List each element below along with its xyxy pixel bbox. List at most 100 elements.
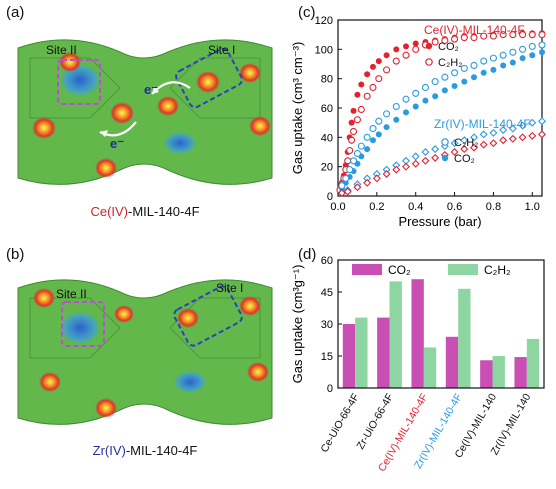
data-point-c — [412, 45, 420, 53]
data-point-c — [375, 117, 383, 125]
y-tick-label-d: 60 — [321, 255, 333, 267]
x-tick-label-c: 0.6 — [447, 201, 462, 213]
data-point-c — [353, 183, 362, 192]
data-point-c — [357, 142, 365, 150]
data-point-c — [441, 73, 449, 81]
data-point-c — [500, 62, 507, 69]
data-point-c — [353, 116, 361, 124]
plot-frame-d — [337, 259, 545, 389]
data-point-c — [363, 92, 371, 100]
site-ii-label-a: Site II — [46, 43, 77, 57]
data-point-c — [529, 52, 536, 59]
data-point-c — [382, 170, 391, 178]
data-point-c — [460, 136, 469, 145]
data-point-c — [538, 130, 546, 139]
site-i-box-b — [173, 285, 243, 347]
y-tick-label-d: 45 — [321, 287, 333, 299]
data-point-c — [348, 136, 356, 144]
legend-label-c2h2: C₂H₂ — [484, 263, 511, 277]
legend-swatch-c2h2 — [448, 264, 478, 275]
legend-marker-ce-co2 — [425, 42, 433, 50]
bar-co2 — [514, 357, 527, 388]
data-point-c — [421, 148, 430, 156]
data-point-c — [489, 128, 498, 137]
uptake-bar-chart: Ce-UiO-66-4FZr-UiO-66-4FCe(IV)-MIL-140-4… — [290, 255, 545, 474]
data-point-c — [528, 42, 536, 50]
data-point-c — [412, 89, 420, 97]
legend-entry-ce-c2h2: C₂H₂ — [438, 57, 462, 69]
data-point-c — [363, 178, 372, 187]
data-point-c — [421, 156, 430, 165]
x-tick-label-c: 0.8 — [486, 201, 501, 213]
legend-title-zr: Zr(IV)-MIL-140-4F — [434, 117, 531, 131]
bar-c2h2 — [526, 338, 540, 388]
data-point-c — [363, 133, 371, 141]
legend-marker-ce-c2h2 — [425, 58, 433, 66]
data-point-c — [346, 166, 354, 174]
y-tick-label-c: 60 — [321, 103, 333, 115]
data-point-c — [499, 126, 508, 134]
pore-surface-b: Site II Site I — [17, 279, 273, 425]
legend-entry-zr-c2h2: C₂H₂ — [454, 137, 478, 149]
data-point-c — [451, 83, 458, 89]
site-ii-label-b: Site II — [56, 287, 87, 301]
site-ii-box-a — [57, 59, 101, 105]
data-point-c — [470, 133, 478, 142]
data-point-c — [412, 40, 419, 47]
data-point-c — [450, 139, 459, 148]
data-point-c — [499, 51, 507, 59]
data-point-c — [402, 156, 410, 165]
data-point-c — [518, 121, 527, 130]
data-point-c — [489, 32, 497, 40]
data-point-c — [411, 159, 420, 168]
y-tick-label-d: 30 — [321, 319, 333, 331]
data-point-c — [350, 107, 357, 114]
data-point-c — [411, 152, 420, 161]
site-i-box-a — [175, 47, 243, 109]
data-point-c — [412, 103, 419, 110]
data-point-c — [450, 148, 459, 156]
data-point-c — [343, 187, 352, 196]
pore-surface-a: Site II Site I e⁻ e⁻ — [17, 39, 273, 185]
caption-a-metal: Ce(IV) — [90, 204, 129, 219]
y-tick-label-c: 80 — [321, 74, 333, 86]
data-point-c — [451, 35, 459, 43]
bar-c2h2 — [458, 288, 471, 388]
data-point-c — [364, 146, 371, 153]
data-point-c — [441, 36, 449, 45]
data-point-c — [480, 32, 488, 40]
data-point-c — [470, 143, 478, 152]
data-point-c — [509, 59, 516, 66]
data-point-c — [499, 136, 508, 145]
data-point-c — [518, 133, 527, 142]
y-tick-label-c: 40 — [321, 132, 333, 144]
legend-entry-ce-co2: CO₂ — [438, 41, 459, 53]
bar-co2 — [480, 360, 493, 388]
data-point-c — [383, 66, 391, 74]
data-point-c — [357, 105, 365, 114]
data-point-c — [489, 139, 498, 148]
data-point-c — [348, 119, 355, 126]
data-point-c — [392, 102, 400, 111]
panel-label-d: (d) — [298, 246, 317, 263]
legend-swatch-co2 — [352, 264, 382, 275]
legend-entry-zr-co2: CO₂ — [454, 153, 475, 165]
data-point-c — [479, 130, 488, 139]
data-point-c — [342, 174, 350, 182]
y-tick-label-c: 20 — [321, 162, 333, 174]
data-point-c — [383, 124, 390, 131]
data-point-c — [375, 75, 383, 83]
data-point-c — [383, 110, 391, 118]
data-point-c — [528, 31, 536, 39]
data-point-c — [372, 174, 381, 183]
panel-label-c: (c) — [298, 4, 316, 21]
bar-co2 — [411, 279, 424, 388]
site-ii-box-b — [61, 301, 105, 347]
data-point-c — [538, 31, 546, 39]
site-i-label-b: Site I — [216, 281, 243, 295]
data-point-c — [392, 57, 400, 65]
data-point-c — [461, 78, 468, 85]
data-point-c — [539, 49, 545, 56]
data-point-c — [431, 38, 439, 46]
data-point-c — [509, 31, 517, 39]
